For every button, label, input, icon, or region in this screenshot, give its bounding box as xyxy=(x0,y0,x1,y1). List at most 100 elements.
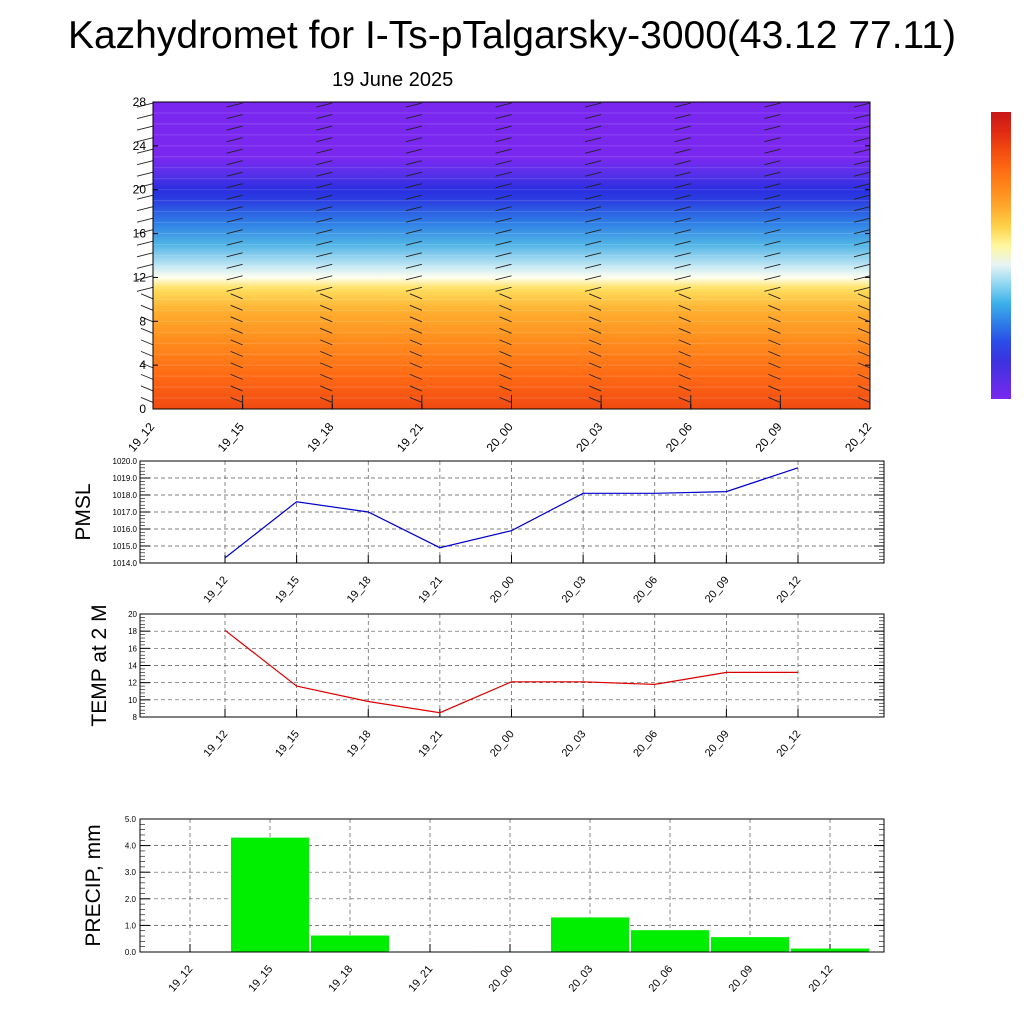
wind-barb xyxy=(674,183,691,189)
wind-barb xyxy=(674,160,691,166)
wind-barb xyxy=(857,327,871,334)
y-tick-label: 20 xyxy=(133,183,147,197)
wind-barb xyxy=(764,194,781,200)
wind-barb xyxy=(230,350,243,357)
x-tick-label: 20_06 xyxy=(646,963,675,994)
x-tick-label: 19_21 xyxy=(394,420,426,455)
x-tick-label: 20_03 xyxy=(560,728,589,759)
wind-barb xyxy=(857,362,871,369)
wind-barb xyxy=(495,217,512,223)
wind-barb xyxy=(495,125,512,131)
x-tick-label: 19_15 xyxy=(215,420,247,455)
wind-barb xyxy=(140,373,154,380)
x-tick-label: 20_06 xyxy=(631,728,660,759)
y-tick-label: 1018.0 xyxy=(113,491,138,500)
wind-barb xyxy=(768,327,781,334)
wind-barb xyxy=(768,316,781,323)
wind-barb xyxy=(585,252,602,258)
wind-barb xyxy=(674,171,691,177)
wind-barb xyxy=(674,102,691,108)
temp-panel: 8 10 12 14 16 18 20 19_12 19_15 19_18 19_21 20_00 20… xyxy=(88,604,885,759)
x-tick-label: 19_18 xyxy=(345,574,374,605)
wind-barb xyxy=(674,125,691,131)
wind-barb xyxy=(136,252,154,258)
x-tick-label: 19_12 xyxy=(125,420,157,455)
x-tick-label: 20_00 xyxy=(488,574,517,605)
y-tick-label: 8 xyxy=(133,713,138,722)
precip-bar xyxy=(311,935,389,952)
y-tick-label: 0 xyxy=(139,402,146,416)
wind-barb xyxy=(226,240,243,246)
wind-barb xyxy=(316,102,333,108)
wind-barb xyxy=(857,293,871,300)
y-tick-label: 0.0 xyxy=(125,948,137,957)
wind-barb xyxy=(585,171,602,177)
wind-barb xyxy=(316,194,333,200)
x-tick-label: 20_03 xyxy=(573,420,605,455)
wind-barb xyxy=(409,304,423,311)
wind-barb xyxy=(405,252,422,258)
wind-barb xyxy=(136,194,154,200)
x-tick-label: 20_09 xyxy=(752,420,784,455)
y-tick-label: 1017.0 xyxy=(113,508,138,517)
y-tick-label: 18 xyxy=(128,627,137,636)
x-tick-label: 20_09 xyxy=(703,728,732,759)
wind-barb xyxy=(764,102,781,108)
wind-barb xyxy=(768,362,781,369)
wind-barb xyxy=(764,217,781,223)
y-axis-label: PMSL xyxy=(72,483,95,540)
precip-bar xyxy=(631,930,709,952)
x-tick-label: 19_21 xyxy=(406,963,435,994)
wind-barb xyxy=(678,373,691,380)
wind-barb xyxy=(585,137,602,143)
wind-barb xyxy=(588,350,602,357)
wind-barb xyxy=(853,229,871,235)
wind-barb xyxy=(764,114,781,120)
wind-barb xyxy=(316,229,333,235)
wind-barb xyxy=(585,286,602,292)
wind-barb xyxy=(499,362,512,369)
wind-barb xyxy=(140,397,154,403)
wind-barb xyxy=(853,160,871,166)
wind-barb xyxy=(495,137,512,143)
x-tick-label: 20_03 xyxy=(566,963,595,994)
wind-barb xyxy=(764,148,781,154)
wind-barb xyxy=(230,373,243,380)
wind-barb xyxy=(853,206,871,212)
wind-barb xyxy=(585,275,602,281)
wind-barb xyxy=(588,293,602,300)
wind-barb xyxy=(136,183,154,189)
precip-bar xyxy=(551,917,629,952)
wind-barb xyxy=(588,339,602,346)
wind-barb xyxy=(136,114,154,120)
wind-barb xyxy=(136,125,154,131)
y-tick-label: 20 xyxy=(128,610,137,619)
wind-barb xyxy=(768,293,781,300)
wind-barb xyxy=(409,316,423,323)
wind-barb xyxy=(140,327,154,334)
wind-barb xyxy=(226,125,243,131)
wind-barb xyxy=(768,350,781,357)
wind-barb xyxy=(674,148,691,154)
panel-frame xyxy=(139,613,885,718)
wind-barb xyxy=(499,373,512,380)
wind-barb xyxy=(316,206,333,212)
x-tick-label: 19_15 xyxy=(246,963,275,994)
wind-barb xyxy=(140,362,154,369)
wind-barb xyxy=(495,102,512,108)
x-tick-label: 19_15 xyxy=(273,728,302,759)
wind-barb xyxy=(768,304,781,311)
wind-barb xyxy=(499,293,512,300)
y-tick-label: 12 xyxy=(128,679,137,688)
wind-barb xyxy=(495,160,512,166)
y-tick-label: 16 xyxy=(128,644,137,653)
y-tick-label: 1014.0 xyxy=(113,559,138,568)
wind-barb xyxy=(678,397,691,403)
wind-barb xyxy=(495,148,512,154)
wind-barb xyxy=(499,339,512,346)
wind-barb xyxy=(764,137,781,143)
wind-barb xyxy=(230,316,243,323)
precip-bar xyxy=(791,948,869,952)
cross-section-panel: 0 4 8 12 16 20 24 28 19_12 19_15 19_18 19_21 20_00 20… xyxy=(125,95,874,454)
y-axis-label: PRECIP, mm xyxy=(82,824,105,946)
